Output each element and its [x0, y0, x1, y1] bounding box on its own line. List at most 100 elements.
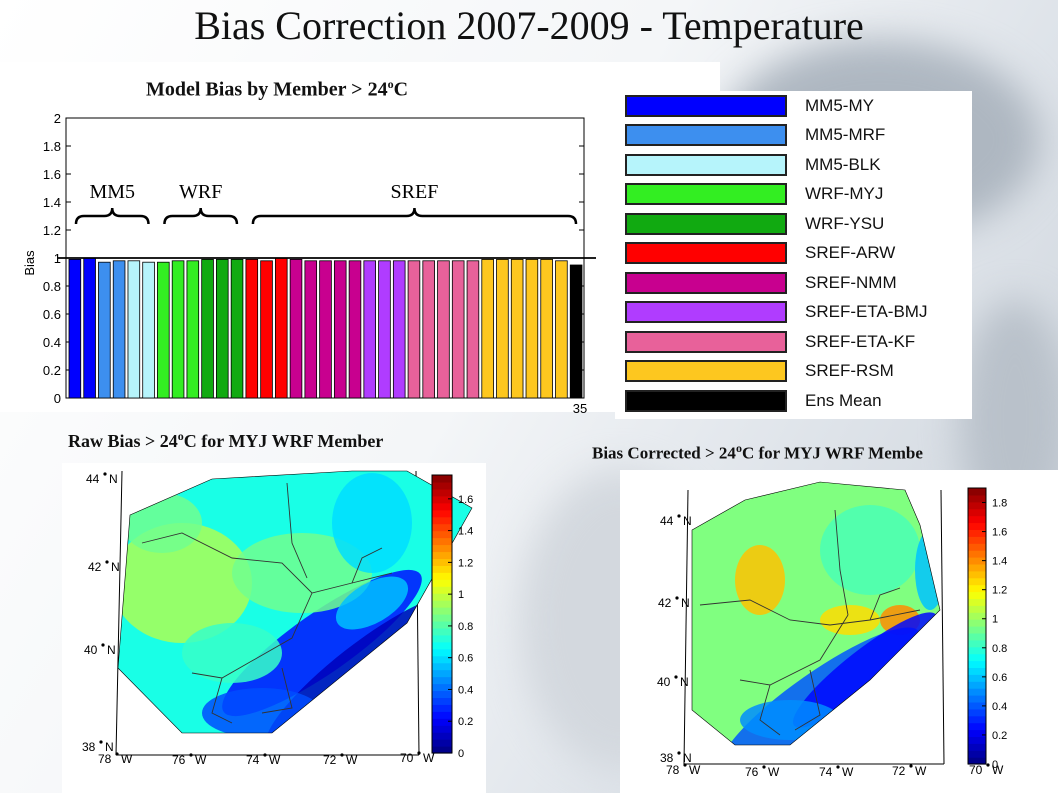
bar-sref-eta-kf [466, 260, 480, 399]
bar-sref-eta-kf [407, 260, 421, 399]
y-tick-label: 1.8 [43, 139, 61, 154]
colorbar-segment [968, 598, 986, 606]
colorbar-tick-label: 0.8 [458, 621, 473, 633]
colorbar-segment [432, 739, 452, 747]
lon-label: W [768, 765, 780, 779]
colorbar-segment [968, 701, 986, 710]
state-border [739, 614, 849, 686]
state-border [286, 482, 308, 579]
colorbar-segment [968, 653, 986, 662]
colorbar-segment [968, 550, 986, 558]
colorbar-segment [968, 488, 986, 496]
lat-label: N [107, 643, 116, 657]
bar-sref-eta-kf [437, 260, 450, 399]
lon-label: 78 [98, 752, 112, 766]
colorbar-segment [432, 537, 452, 546]
degree-dot [189, 753, 193, 757]
legend-item: SREF-RSM [625, 357, 965, 387]
colorbar-segment [432, 558, 452, 566]
colorbar-segment [432, 676, 452, 685]
degree-dot [836, 765, 840, 769]
y-tick-label: 0.8 [43, 279, 61, 294]
field-region [820, 605, 880, 635]
map-frame-line [940, 489, 945, 765]
corrected-bias-map: 44 N42 N40 N38 N78 W 76 W 74 W 72 W 70 W00.20.40.60.8… [657, 481, 1007, 779]
bar-mm5-my [83, 257, 96, 399]
bar-sref-nmm [289, 258, 303, 399]
colorbar-segment [432, 669, 452, 678]
bar-mm5-my [68, 258, 82, 399]
colorbar-tick-label: 1 [458, 589, 464, 601]
colorbar-segment [968, 681, 986, 689]
y-tick-label: 1.2 [43, 223, 61, 238]
colorbar-segment [968, 612, 986, 620]
lon-label: W [121, 752, 133, 766]
legend-item: MM5-BLK [625, 150, 965, 180]
colorbar-segment [968, 729, 986, 737]
degree-dot [115, 752, 119, 756]
colorbar-segment [432, 662, 452, 671]
lat-label: N [683, 514, 692, 528]
state-border [759, 684, 781, 736]
colorbar-tick-label: 1 [992, 614, 998, 626]
group-label: WRF [179, 181, 222, 203]
domain-edge [691, 481, 941, 746]
colorbar-segment [968, 688, 986, 696]
group-brace [163, 207, 239, 225]
group-brace [251, 207, 578, 225]
field-region [182, 623, 282, 683]
bar-mm5-mrf [112, 260, 126, 399]
colorbar-segment [968, 536, 986, 544]
y-tick-label: 0.4 [43, 335, 61, 350]
lat-label: 38 [82, 740, 96, 754]
bar-sref-rsm [481, 258, 494, 399]
colorbar-segment [968, 494, 986, 503]
group-label: MM5 [89, 181, 135, 203]
colorbar-segment [968, 757, 986, 765]
lon-label: W [195, 753, 207, 767]
colorbar-segment [968, 501, 986, 510]
field-region [915, 530, 940, 610]
bar-mm5-mrf [98, 261, 111, 399]
colorbar-segment [968, 646, 986, 655]
legend-swatch [625, 271, 787, 294]
state-border [794, 669, 821, 731]
state-border [351, 547, 383, 584]
lat-label: 40 [657, 675, 671, 689]
colorbar-tick-label: 1.4 [992, 556, 1007, 568]
corrected-map-title: Bias Corrected > 24oC for MYJ WRF Membe [592, 441, 923, 463]
bias-chart-title: Model Bias by Member > 24oC [146, 77, 409, 101]
legend-swatch [625, 124, 787, 147]
bar-sref-rsm [510, 258, 524, 399]
colorbar-tick-label: 0.6 [458, 653, 473, 665]
lon-label: 76 [172, 753, 186, 767]
field-region [232, 533, 372, 613]
degree-dot [683, 763, 687, 767]
lat-label: N [109, 472, 118, 486]
map-frame-line [683, 489, 689, 765]
legend-swatch [625, 212, 787, 235]
raw-bias-map: 44 N42 N40 N38 N78 W 76 W 74 W 72 W 70 W 00.20.40.60.8… [82, 470, 473, 767]
bias-bar-chart: 0 0.2 0.4 0.6 0.8 1 1.2 1.4 1.6 1.8 2 Bias 35 MM5 WRF S… [22, 111, 596, 416]
colorbar-segment [968, 743, 986, 751]
colorbar-tick-label: 0.2 [992, 730, 1007, 742]
colorbar-segment [432, 607, 452, 615]
degree-dot [675, 596, 679, 600]
bar-sref-eta-bmj [392, 260, 406, 399]
state-border [191, 592, 313, 679]
colorbar-frame [967, 487, 987, 765]
colorbar-segment [968, 660, 986, 668]
colorbar-segment [432, 620, 452, 629]
colorbar-segment [968, 577, 986, 586]
colorbar-segment [432, 572, 452, 580]
colorbar-segment [968, 515, 986, 524]
colorbar-tick-label: 0.8 [992, 643, 1007, 655]
degree-dot [762, 765, 766, 769]
colorbar-segment [432, 516, 452, 525]
bar-sref-arw [260, 260, 273, 399]
bar-sref-nmm [319, 260, 332, 399]
colorbar-segment [432, 614, 452, 622]
colorbar-segment [432, 495, 452, 504]
colorbar-segment [432, 481, 452, 490]
lat-label: 42 [88, 560, 102, 574]
